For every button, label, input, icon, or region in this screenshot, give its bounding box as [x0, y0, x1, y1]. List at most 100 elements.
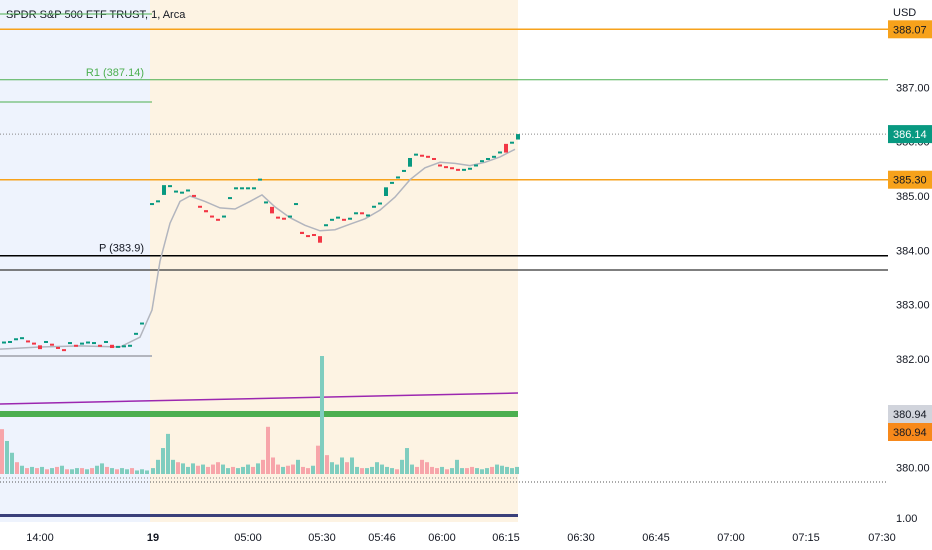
candle — [486, 157, 490, 160]
volume-bar — [490, 466, 494, 474]
x-tick-label: 06:15 — [492, 532, 520, 544]
indicator-lines — [0, 392, 888, 517]
volume-bar — [420, 459, 424, 474]
currency-label: USD — [893, 7, 916, 19]
y-tick-label-secondary: 1.00 — [896, 513, 917, 525]
volume-bar — [110, 468, 114, 474]
volume-bar — [45, 469, 49, 474]
candle — [300, 231, 304, 235]
volume-bar — [485, 468, 489, 474]
volume-bar — [20, 465, 24, 474]
candle — [156, 200, 160, 203]
candle — [408, 157, 412, 167]
candle — [50, 343, 54, 346]
volume-bar — [120, 468, 124, 474]
y-tick-label: 387.00 — [896, 82, 930, 94]
volume-bar — [291, 464, 295, 474]
volume-bar — [55, 466, 59, 474]
candle — [282, 217, 286, 220]
candle — [324, 224, 328, 227]
chart-title: SPDR S&P 500 ETF TRUST, 1, Arca — [6, 9, 186, 21]
candle — [62, 349, 66, 352]
candle — [204, 210, 208, 213]
candle — [198, 205, 202, 208]
candle — [444, 166, 448, 169]
volume-bar — [495, 464, 499, 474]
volume-bar — [80, 468, 84, 474]
candle — [504, 143, 508, 153]
volume-bar — [261, 459, 265, 474]
candle — [192, 194, 196, 197]
volume-bar — [216, 462, 220, 474]
volume-bar — [330, 462, 334, 474]
candle — [140, 322, 144, 325]
x-tick-label: 06:45 — [642, 532, 670, 544]
volume-bar — [400, 459, 404, 474]
volume-bar — [65, 469, 69, 474]
candle — [516, 134, 520, 140]
volume-bar — [115, 469, 119, 474]
volume-bar — [306, 468, 310, 474]
candlesticks — [2, 134, 520, 352]
candle — [312, 234, 316, 237]
volume-bar — [325, 455, 329, 474]
candle — [234, 187, 238, 190]
x-tick-label: 06:30 — [567, 532, 595, 544]
navy-indicator-line — [0, 514, 518, 517]
volume-bar — [15, 462, 19, 474]
x-tick-label: 07:00 — [717, 532, 745, 544]
volume-bar — [35, 468, 39, 474]
volume-bar — [246, 464, 250, 474]
r1-level-label: R1 (387.14) — [86, 67, 144, 79]
candle — [438, 164, 442, 167]
volume-bar — [191, 463, 195, 474]
candle — [402, 169, 406, 172]
candle — [150, 203, 154, 206]
volume-bar — [320, 356, 324, 474]
candle — [480, 160, 484, 163]
volume-bar — [301, 466, 305, 474]
candle — [426, 155, 430, 158]
candle — [134, 332, 138, 335]
candle — [318, 236, 322, 243]
x-tick-label: 05:46 — [368, 532, 396, 544]
candle — [396, 176, 400, 179]
candle — [462, 168, 466, 171]
x-tick-label: 19 — [147, 532, 159, 544]
volume-bar — [176, 462, 180, 474]
volume-bar — [135, 470, 139, 474]
last-price-badge-bg — [888, 125, 932, 144]
volume-bar — [365, 468, 369, 474]
volume-bar — [440, 466, 444, 474]
volume-bar — [505, 466, 509, 474]
price-axis[interactable]: 387.00386.00385.00384.00383.00382.00381.… — [896, 82, 930, 525]
volume-bar — [231, 466, 235, 474]
indicator-badge-1: 380.94 — [893, 409, 927, 421]
volume-bar — [395, 469, 399, 474]
candle — [336, 216, 340, 219]
indicator-badge-2-bg — [888, 423, 932, 441]
candle — [80, 342, 84, 345]
volume-bar — [125, 469, 129, 474]
session-region — [150, 0, 518, 522]
candle — [68, 342, 72, 345]
candle — [44, 340, 48, 343]
candle — [270, 206, 274, 214]
time-axis[interactable]: 14:00 19 05:00 05:30 05:46 06:00 06:15 06:30 06:… — [26, 532, 896, 544]
last-price-badge: 386.14 — [893, 129, 927, 141]
moving-average-line — [0, 148, 516, 350]
candle — [450, 167, 454, 170]
volume-bar — [166, 433, 170, 474]
candle — [420, 154, 424, 157]
candle — [354, 212, 358, 215]
volume-bar — [445, 469, 449, 474]
candle — [240, 187, 244, 190]
volume-bar — [156, 459, 160, 474]
pivot-level-label: P (383.9) — [99, 243, 144, 255]
candle — [348, 217, 352, 220]
candle — [56, 346, 60, 349]
premarket-region — [0, 0, 150, 522]
volume-bar — [355, 466, 359, 474]
indicator-badge-1-bg — [888, 405, 932, 423]
